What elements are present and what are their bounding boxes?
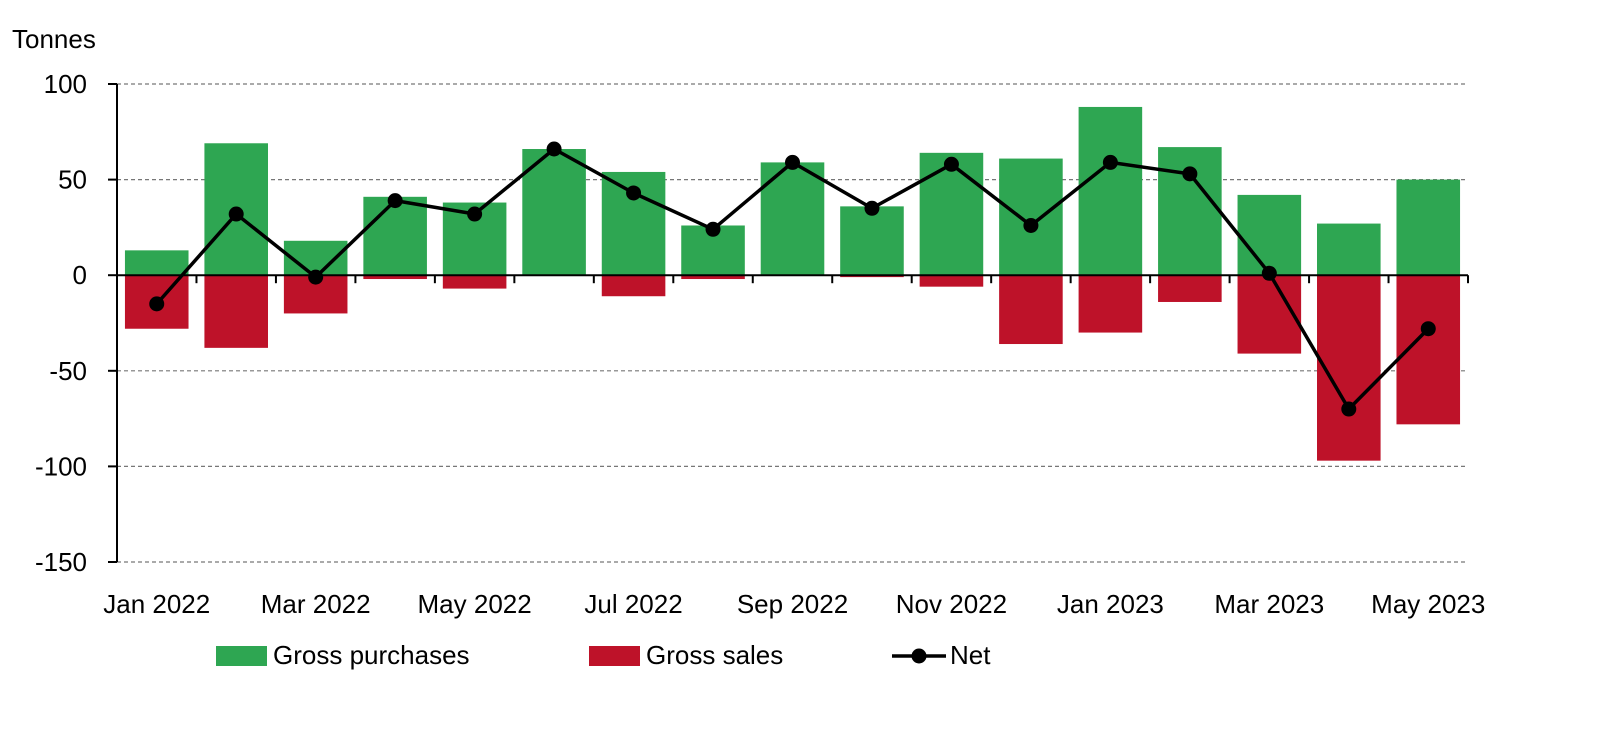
bar-gross-purchases: [124, 250, 189, 276]
net-point: [626, 185, 642, 201]
bar-gross-sales: [681, 275, 745, 280]
legend-label-net: Net: [950, 640, 991, 670]
net-point: [1420, 321, 1436, 337]
legend-swatch-net-marker: [911, 648, 927, 664]
y-tick-label: 100: [44, 69, 87, 99]
bar-gross-purchases: [363, 196, 427, 276]
net-point: [387, 193, 403, 209]
bar-gross-sales: [1237, 275, 1302, 354]
bar-gross-purchases: [522, 149, 586, 276]
x-tick-label: Nov 2022: [896, 589, 1007, 619]
bar-gross-sales: [363, 275, 427, 280]
net-point: [705, 221, 721, 237]
net-point: [1102, 154, 1118, 170]
legend-swatch-gross-purchases: [216, 646, 267, 666]
bar-gross-sales: [1078, 275, 1143, 333]
x-tick-labels: Jan 2022 Mar 2022 May 2022 Jul 2022 Sep 2022…: [103, 589, 1485, 619]
net-point: [785, 154, 800, 170]
net-point: [467, 206, 483, 222]
x-tick-label: May 2022: [418, 589, 532, 619]
y-tick-label: -50: [49, 356, 87, 386]
bar-gross-purchases: [919, 152, 984, 276]
axes: [108, 83, 1469, 563]
bar-gross-sales: [601, 275, 666, 297]
bar-gross-purchases: [1317, 223, 1381, 276]
net-point: [1261, 265, 1277, 281]
net-point: [308, 269, 324, 285]
legend-swatch-gross-sales: [589, 646, 640, 666]
y-tick-label: 50: [58, 165, 87, 195]
bar-gross-sales: [442, 275, 507, 289]
bar-gross-sales: [1317, 275, 1381, 461]
bar-gross-purchases: [1237, 194, 1302, 276]
net-point: [1023, 217, 1039, 233]
bar-gross-sales: [1158, 275, 1222, 302]
net-point: [1341, 401, 1357, 417]
net-line: [149, 141, 1436, 417]
legend: Gross purchases Gross sales Net: [216, 640, 991, 670]
net-point: [546, 141, 562, 157]
x-tick-label: May 2023: [1371, 589, 1485, 619]
x-tick-label: Jan 2023: [1057, 589, 1164, 619]
net-point: [149, 296, 165, 312]
bar-gross-purchases: [1078, 106, 1143, 276]
bar-gross-purchases: [840, 206, 904, 276]
y-tick-label: -150: [35, 547, 87, 577]
x-tick-label: Sep 2022: [737, 589, 848, 619]
bar-gross-purchases: [1158, 147, 1222, 276]
net-point: [1182, 166, 1198, 182]
x-tick-label: Mar 2023: [1214, 589, 1324, 619]
y-tick-labels: 100 50 0 -50 -100 -150: [35, 69, 87, 577]
y-axis-title: Tonnes: [12, 24, 96, 54]
y-tick-label: -100: [35, 451, 87, 481]
y-tick-label: 0: [73, 260, 87, 290]
net-point: [864, 200, 880, 216]
bar-gross-purchases: [999, 158, 1063, 276]
x-tick-label: Jan 2022: [103, 589, 210, 619]
net-point: [228, 206, 244, 222]
legend-label-gross-sales: Gross sales: [646, 640, 783, 670]
bar-gross-purchases: [1396, 179, 1461, 276]
net-point: [943, 156, 959, 172]
legend-label-gross-purchases: Gross purchases: [273, 640, 470, 670]
x-tick-label: Jul 2022: [584, 589, 682, 619]
bar-gross-sales: [204, 275, 268, 348]
bar-gross-sales: [919, 275, 984, 287]
bar-gross-sales: [999, 275, 1063, 345]
x-tick-label: Mar 2022: [261, 589, 371, 619]
